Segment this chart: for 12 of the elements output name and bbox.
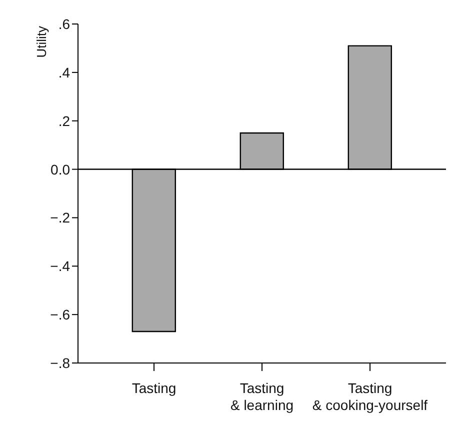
y-axis-title: Utility [34,26,49,58]
y-tick-label: 0.0 [50,161,70,178]
y-tick-label: .6 [58,16,70,32]
y-tick-label: −.4 [50,258,70,274]
y-tick-label: .4 [58,64,70,80]
y-tick-label: −.8 [50,354,70,371]
x-tick-label: Tasting & learning [230,380,294,413]
y-tick-label: .2 [58,112,70,129]
y-tick-label: −.6 [50,306,70,323]
x-tick-label: Tasting & cooking-yourself [312,380,428,413]
y-tick-label: −.2 [50,210,70,226]
x-tick-label: Tasting [132,380,176,396]
